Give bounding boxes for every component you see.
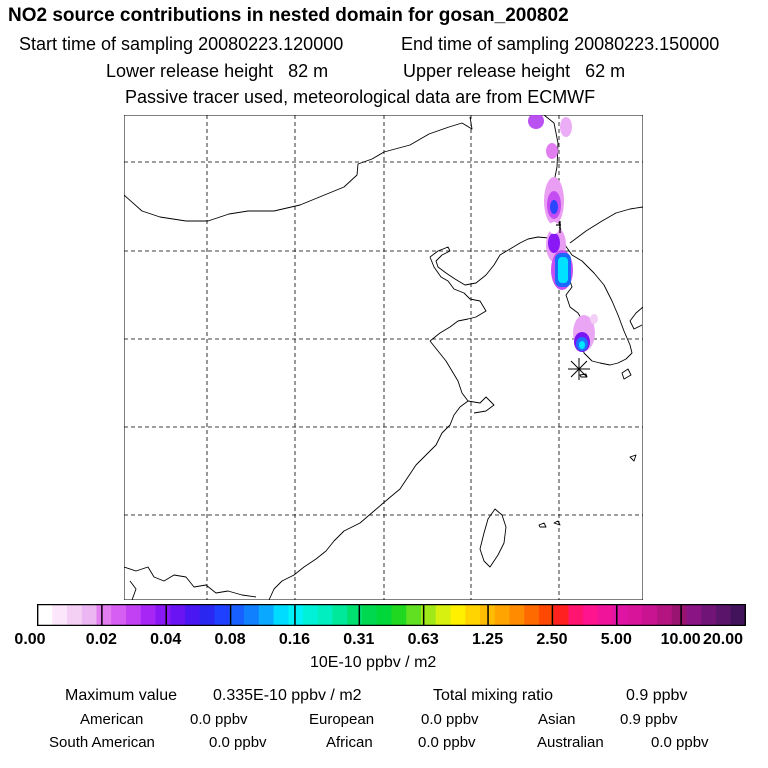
colorbar-swatch [37, 604, 53, 626]
map-frame [124, 115, 643, 600]
region-value: 0.0 ppbv [209, 734, 267, 751]
colorbar-swatch [450, 604, 466, 626]
colorbar-swatch [391, 604, 407, 626]
colorbar-swatch [347, 604, 363, 626]
no2-plume [528, 115, 598, 352]
map-panel [124, 115, 643, 600]
colorbar-tick-label: 20.00 [702, 631, 744, 648]
colorbar-swatch [52, 604, 68, 626]
colorbar-swatch [155, 604, 171, 626]
colorbar-swatch [686, 604, 702, 626]
region-value: 0.0 ppbv [190, 711, 248, 728]
colorbar-swatch [362, 604, 378, 626]
colorbar-swatch [273, 604, 289, 626]
colorbar-swatch [406, 604, 422, 626]
colorbar-tick-label: 0.16 [278, 631, 311, 648]
total-mixing-value: 0.9 ppbv [626, 687, 688, 704]
region-value: 0.0 ppbv [651, 734, 709, 751]
colorbar-swatch [612, 604, 628, 626]
colorbar-tick-label: 0.63 [407, 631, 439, 648]
total-mixing-label: Total mixing ratio [433, 687, 554, 704]
region-value: 0.9 ppbv [620, 711, 678, 728]
plot-title: NO2 source contributions in nested domai… [8, 5, 569, 26]
receptor-tick [556, 221, 561, 233]
colorbar-swatch [303, 604, 319, 626]
colorbar-tick-label: 0.08 [214, 631, 246, 648]
graticule [124, 115, 643, 600]
start-time-label: Start time of sampling 20080223.120000 [19, 34, 344, 54]
colorbar-swatch [170, 604, 186, 626]
colorbar-swatch [598, 604, 614, 626]
colorbar-swatch [96, 604, 112, 626]
colorbar-swatch [539, 604, 555, 626]
colorbar-swatch [229, 604, 245, 626]
region-name: African [326, 734, 373, 751]
colorbar-swatch [81, 604, 97, 626]
colorbar-tick-label: 1.25 [471, 631, 504, 648]
colorbar-swatch [553, 604, 569, 626]
colorbar-tick-label: 5.00 [600, 631, 632, 648]
colorbar-swatch [67, 604, 83, 626]
colorbar-tick-label: 0.00 [14, 631, 46, 648]
colorbar-swatch [140, 604, 156, 626]
colorbar-tick-label: 0.31 [343, 631, 375, 648]
colorbar-swatch [435, 604, 451, 626]
colorbar-swatch [214, 604, 230, 626]
colorbar-swatch [317, 604, 333, 626]
colorbar-swatch [524, 604, 540, 626]
region-name: Australian [537, 734, 604, 751]
colorbar-swatch [657, 604, 673, 626]
colorbar-swatch [671, 604, 687, 626]
colorbar-swatch [642, 604, 658, 626]
coastlines [124, 115, 643, 600]
colorbar-frame [37, 604, 746, 626]
colorbar-tick-label: 2.50 [536, 631, 568, 648]
region-name: American [80, 711, 144, 728]
tracer-note: Passive tracer used, meteorological data… [125, 87, 596, 107]
end-time-label: End time of sampling 20080223.150000 [401, 34, 720, 54]
colorbar-swatch [258, 604, 274, 626]
colorbar-swatch [126, 604, 142, 626]
colorbar-swatch [583, 604, 599, 626]
colorbar-unit: 10E-10 ppbv / m2 [310, 654, 437, 671]
colorbar-swatch [199, 604, 215, 626]
max-value-label: Maximum value [65, 687, 178, 704]
colorbar-swatch [111, 604, 127, 626]
max-value: 0.335E-10 ppbv / m2 [213, 687, 362, 704]
colorbar-swatch [185, 604, 201, 626]
colorbar-swatch [332, 604, 348, 626]
colorbar-swatch [509, 604, 525, 626]
region-value: 0.0 ppbv [418, 734, 476, 751]
region-value: 0.0 ppbv [421, 711, 479, 728]
colorbar-swatch [568, 604, 584, 626]
colorbar-swatch [701, 604, 717, 626]
region-name: South American [49, 734, 155, 751]
lower-release-height-label: Lower release height 82 m [106, 61, 329, 81]
release-point-marker [568, 358, 590, 380]
colorbar-swatch [244, 604, 260, 626]
region-name: Asian [538, 711, 576, 728]
region-name: European [309, 711, 375, 728]
upper-release-height-label: Upper release height 62 m [403, 61, 626, 81]
colorbar [37, 604, 746, 626]
colorbar-tick-label: 0.04 [150, 631, 182, 648]
colorbar-swatch [465, 604, 481, 626]
colorbar-swatch [716, 604, 732, 626]
colorbar-swatch [288, 604, 304, 626]
colorbar-swatch [627, 604, 643, 626]
colorbar-swatch [730, 604, 746, 626]
colorbar-swatch [421, 604, 437, 626]
colorbar-tick-label: 0.02 [85, 631, 117, 648]
colorbar-tick-label: 10.00 [660, 631, 701, 648]
colorbar-swatch [494, 604, 510, 626]
colorbar-swatch [376, 604, 392, 626]
